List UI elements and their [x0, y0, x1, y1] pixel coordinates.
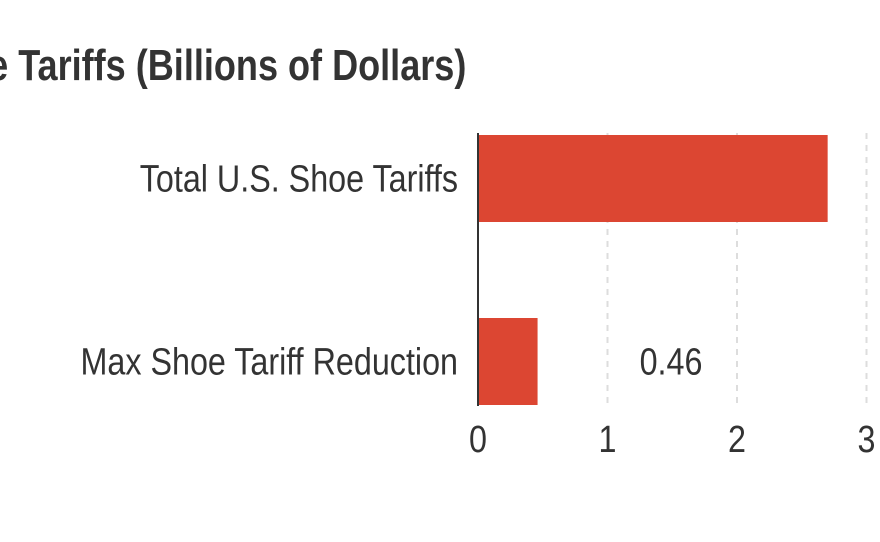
- bar: [478, 135, 828, 222]
- x-tick-label: 3: [858, 419, 876, 461]
- chart-title: Shoe Tariffs (Billions of Dollars): [0, 41, 466, 90]
- category-label: Total U.S. Shoe Tariffs: [140, 158, 458, 200]
- value-label: 0.46: [640, 341, 703, 383]
- x-tick-label: 2: [728, 419, 746, 461]
- x-tick-label: 0: [469, 419, 487, 461]
- category-label: Max Shoe Tariff Reduction: [81, 341, 458, 383]
- x-tick-label: 1: [599, 419, 617, 461]
- bar: [478, 318, 538, 405]
